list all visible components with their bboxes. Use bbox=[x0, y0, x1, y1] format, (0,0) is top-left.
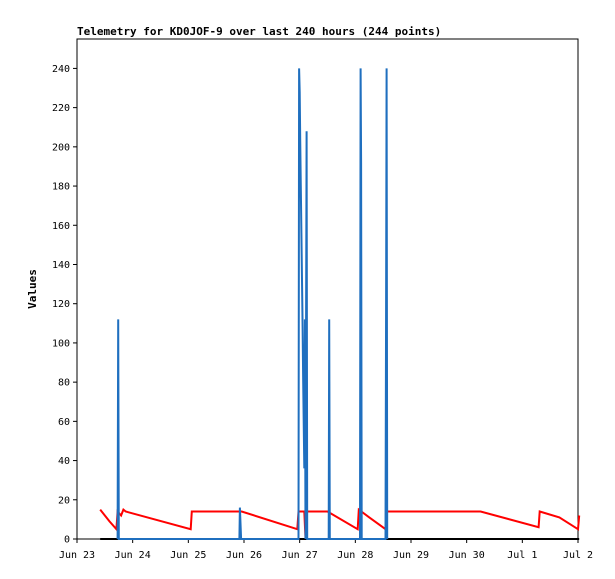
y-tick-label: 80 bbox=[58, 378, 70, 389]
x-tick-label: Jul 2 bbox=[563, 550, 593, 561]
x-tick-label: Jun 30 bbox=[449, 550, 485, 561]
x-tick-label: Jun 26 bbox=[226, 550, 262, 561]
y-tick-label: 40 bbox=[58, 456, 70, 467]
y-axis-label: Values bbox=[26, 269, 39, 309]
x-tick-label: Jun 29 bbox=[393, 550, 429, 561]
x-tick-label: Jun 27 bbox=[282, 550, 318, 561]
y-tick-label: 220 bbox=[52, 103, 70, 114]
y-tick-label: 140 bbox=[52, 260, 70, 271]
y-tick-label: 20 bbox=[58, 495, 70, 506]
x-tick-label: Jun 23 bbox=[59, 550, 95, 561]
series-lines bbox=[99, 68, 581, 540]
y-tick-label: 200 bbox=[52, 142, 70, 153]
x-tick-label: Jun 28 bbox=[337, 550, 373, 561]
x-tick-label: Jul 1 bbox=[507, 550, 537, 561]
y-tick-label: 0 bbox=[64, 535, 70, 546]
y-tick-label: 60 bbox=[58, 417, 70, 428]
y-tick-label: 240 bbox=[52, 64, 70, 75]
y-tick-label: 100 bbox=[52, 338, 70, 349]
y-axis-ticks: 0 20 40 60 80 100 120 140 160 180 200 220 240 bbox=[52, 64, 77, 546]
x-tick-label: Jun 25 bbox=[170, 550, 206, 561]
y-tick-label: 160 bbox=[52, 221, 70, 232]
x-tick-label: Jun 24 bbox=[115, 550, 151, 561]
y-tick-label: 180 bbox=[52, 182, 70, 193]
y-tick-label: 120 bbox=[52, 299, 70, 310]
series-line bbox=[116, 68, 389, 540]
x-axis-ticks: Jun 23 Jun 24 Jun 25 Jun 26 Jun 27 Jun 28 Jun … bbox=[59, 539, 593, 561]
chart-title: Telemetry for KD0JOF-9 over last 240 hou… bbox=[77, 25, 441, 38]
